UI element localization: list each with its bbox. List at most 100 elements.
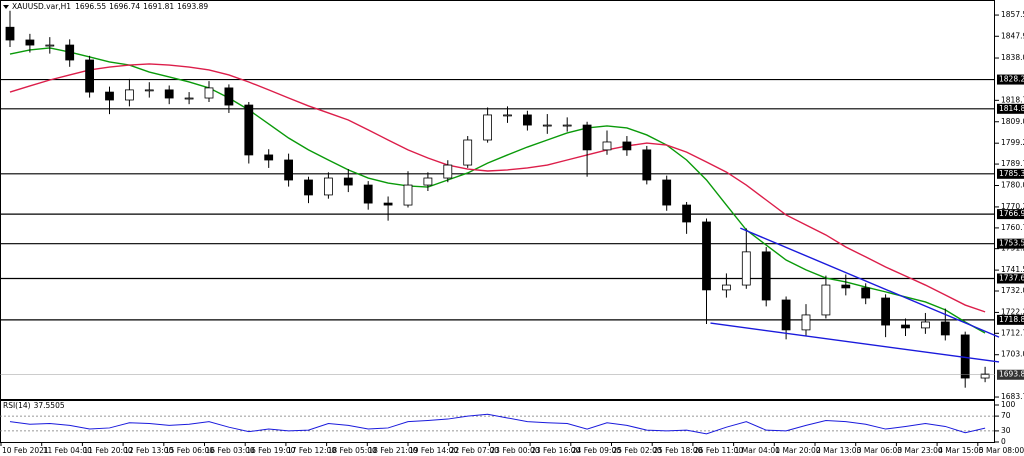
level-label: 1828.20 xyxy=(999,75,1024,84)
x-tick-label: 3 Mar 23:00 xyxy=(897,446,943,455)
candle-body xyxy=(483,114,493,141)
y-tick-label: 1770.25 xyxy=(1001,202,1024,211)
candle-body xyxy=(821,284,831,316)
trendline xyxy=(710,322,1000,363)
candle-body xyxy=(562,124,572,127)
candle-body xyxy=(204,87,214,99)
level-label: 1814.89 xyxy=(999,104,1024,113)
candle-body xyxy=(164,89,174,99)
level-label-box xyxy=(997,314,1024,325)
trendline xyxy=(740,227,1000,338)
x-tick-label: 11 Feb 20:00 xyxy=(83,446,132,455)
ohlc-open: 1696.55 xyxy=(75,2,106,11)
level-label-box xyxy=(997,103,1024,114)
candle-body xyxy=(523,114,532,126)
level-label: 1737.68 xyxy=(999,274,1024,283)
ohlc-close: 1693.89 xyxy=(177,2,208,11)
x-tick-label: 15 Feb 06:00 xyxy=(165,446,214,455)
candle-body xyxy=(144,89,154,92)
candle-body xyxy=(503,114,512,117)
x-tick-label: 11 Feb 04:00 xyxy=(43,446,92,455)
rsi-pane xyxy=(0,400,995,443)
level-label-box xyxy=(997,74,1024,85)
current-price-box xyxy=(997,369,1024,380)
candle-body xyxy=(125,89,134,101)
candle-body xyxy=(304,179,313,196)
candle-body xyxy=(841,284,851,289)
x-tick-label: 12 Feb 13:00 xyxy=(124,446,173,455)
candle-body xyxy=(403,184,413,206)
rsi-tick-label: 100 xyxy=(1001,400,1016,409)
current-price-label: 1693.89 xyxy=(999,370,1024,379)
y-tick-label: 1809.00 xyxy=(1001,117,1024,126)
level-label-box xyxy=(997,238,1024,249)
y-tick-label: 1712.75 xyxy=(1001,328,1024,337)
x-tick-label: 18 Feb 05:00 xyxy=(328,446,377,455)
candle-body xyxy=(582,124,592,151)
candle-body xyxy=(542,124,552,127)
candle-body xyxy=(980,373,990,379)
ohlc-high: 1696.74 xyxy=(109,2,140,11)
chart-header: XAUUSD.var,H1 1696.55 1696.74 1691.81 1693.8… xyxy=(12,2,208,11)
candle-body xyxy=(363,184,373,204)
candle-body xyxy=(682,204,691,223)
x-tick-label: 4 Mar 15:00 xyxy=(938,446,984,455)
y-tick-label: 1847.90 xyxy=(1001,31,1024,40)
x-tick-label: 18 Feb 21:00 xyxy=(368,446,417,455)
candle-body xyxy=(343,177,353,186)
x-tick-label: 25 Feb 18:00 xyxy=(653,446,702,455)
rsi-line xyxy=(9,413,986,435)
level-label: 1718.87 xyxy=(999,315,1024,324)
candle-body xyxy=(85,59,94,93)
candle-body xyxy=(602,141,612,151)
y-tick-label: 1741.50 xyxy=(1001,265,1024,274)
y-tick-label: 1780.00 xyxy=(1001,180,1024,189)
x-tick-label: 1 Mar 04:00 xyxy=(735,446,781,455)
x-tick-label: 1 Mar 20:00 xyxy=(775,446,821,455)
candle-body xyxy=(861,287,871,299)
candle-body xyxy=(781,299,791,331)
x-tick-label: 16 Feb 19:00 xyxy=(246,446,295,455)
candle-body xyxy=(622,141,632,151)
candle-body xyxy=(901,324,910,329)
x-tick-label: 25 Feb 02:00 xyxy=(613,446,662,455)
x-tick-label: 5 Mar 08:00 xyxy=(979,446,1024,455)
chart-title: XAUUSD.var,H1 xyxy=(12,2,71,11)
candle-body xyxy=(184,97,194,100)
candle-body xyxy=(284,159,294,181)
ohlc-low: 1691.81 xyxy=(143,2,174,11)
x-tick-label: 16 Feb 03:00 xyxy=(206,446,255,455)
level-label: 1785.32 xyxy=(999,169,1024,178)
y-tick-label: 1799.25 xyxy=(1001,138,1024,147)
candle-body xyxy=(323,177,333,196)
x-tick-label: 2 Mar 13:00 xyxy=(816,446,862,455)
candle-body xyxy=(105,91,114,101)
candle-body xyxy=(423,177,433,186)
level-label-box xyxy=(997,273,1024,284)
candle-body xyxy=(761,251,771,301)
candle-body xyxy=(642,149,652,181)
y-tick-label: 1722.25 xyxy=(1001,307,1024,316)
rsi-label: RSI(14) xyxy=(3,401,31,410)
candle-body xyxy=(463,139,473,166)
x-tick-label: 26 Feb 11:00 xyxy=(694,446,743,455)
candle-body xyxy=(224,87,234,106)
candle-body xyxy=(25,39,35,46)
candle-body xyxy=(443,164,453,179)
candle-body xyxy=(801,314,811,331)
rsi-tick-label: 30 xyxy=(1001,426,1011,435)
level-label-box xyxy=(997,209,1024,220)
y-tick-label: 1789.75 xyxy=(1001,159,1024,168)
x-tick-label: 10 Feb 2021 xyxy=(2,446,49,455)
candle-body xyxy=(264,154,274,161)
y-tick-label: 1703.00 xyxy=(1001,350,1024,359)
x-tick-label: 22 Feb 07:00 xyxy=(450,446,499,455)
moving-average xyxy=(9,63,986,313)
candle-body xyxy=(921,321,930,329)
y-tick-label: 1732.00 xyxy=(1001,286,1024,295)
x-tick-label: 17 Feb 12:00 xyxy=(287,446,336,455)
y-tick-label: 1838.00 xyxy=(1001,53,1024,62)
moving-average xyxy=(9,47,986,334)
